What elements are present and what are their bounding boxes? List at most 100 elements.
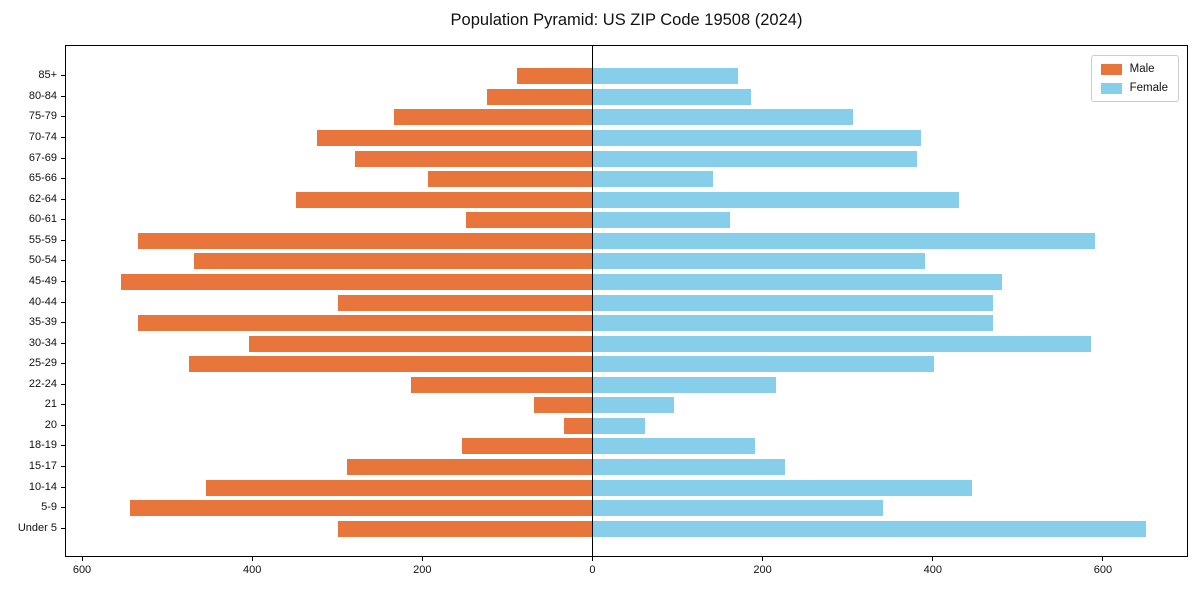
x-tick-mark	[762, 557, 764, 561]
y-tick-label: 55-59	[28, 233, 57, 246]
x-tick-label: 400	[923, 564, 942, 576]
chart-title: Population Pyramid: US ZIP Code 19508 (2…	[450, 11, 803, 29]
female-legend-swatch	[1100, 82, 1122, 94]
male-bar	[248, 335, 594, 352]
female-bar	[593, 150, 917, 167]
y-tick-mark	[61, 466, 65, 468]
female-bar	[593, 376, 777, 393]
female-bar	[593, 315, 994, 332]
legend: Male Female	[1090, 55, 1179, 102]
legend-item-female: Female	[1100, 82, 1168, 94]
y-tick-mark	[61, 322, 65, 324]
y-tick-label: 62-64	[28, 192, 57, 205]
female-bar	[593, 191, 960, 208]
x-tick-mark	[421, 557, 423, 561]
y-tick-label: 22-24	[28, 377, 57, 390]
male-bar	[338, 294, 594, 311]
male-bar	[393, 109, 594, 126]
x-tick-label: 400	[242, 564, 262, 576]
y-tick-label: 50-54	[28, 254, 57, 267]
x-tick-mark	[932, 557, 934, 561]
male-bar	[516, 68, 594, 85]
male-bar	[206, 479, 594, 496]
y-tick-label: 45-49	[28, 274, 57, 287]
y-tick-label: 70-74	[28, 130, 57, 143]
y-tick-mark	[61, 178, 65, 180]
plot-area: Male Female	[65, 45, 1188, 557]
y-tick-mark	[61, 383, 65, 385]
male-bar	[533, 397, 594, 414]
y-tick-mark	[61, 198, 65, 200]
y-tick-mark	[61, 507, 65, 509]
y-tick-label: 10-14	[28, 480, 57, 493]
y-tick-label: 40-44	[28, 295, 57, 308]
female-bar	[593, 294, 994, 311]
y-tick-mark	[61, 301, 65, 303]
male-bar	[427, 171, 594, 188]
male-bar	[138, 315, 594, 332]
female-bar	[593, 109, 853, 126]
y-tick-label: Under 5	[17, 521, 57, 534]
y-tick-mark	[61, 95, 65, 97]
y-tick-mark	[61, 363, 65, 365]
male-bar	[465, 212, 594, 229]
y-tick-label: 30-34	[28, 336, 57, 349]
y-tick-label: 18-19	[28, 439, 57, 452]
y-tick-label: 67-69	[28, 151, 57, 164]
y-tick-label: 75-79	[28, 110, 57, 123]
y-tick-mark	[61, 342, 65, 344]
female-bar	[593, 520, 1147, 537]
legend-label-female: Female	[1129, 82, 1168, 94]
x-tick-mark	[1102, 557, 1104, 561]
female-bar	[593, 335, 1092, 352]
female-bar	[593, 500, 883, 517]
x-tick-label: 0	[589, 564, 596, 576]
female-bar	[593, 479, 973, 496]
male-bar	[346, 459, 594, 476]
male-bar	[461, 438, 594, 455]
male-bar	[295, 191, 594, 208]
male-legend-swatch	[1100, 63, 1122, 75]
female-bar	[593, 171, 713, 188]
y-tick-mark	[61, 404, 65, 406]
y-tick-mark	[61, 136, 65, 138]
y-tick-mark	[61, 116, 65, 118]
y-tick-label: 21	[44, 398, 57, 411]
female-bar	[593, 459, 785, 476]
y-tick-label: 80-84	[28, 89, 57, 102]
female-bar	[593, 417, 645, 434]
y-tick-mark	[61, 157, 65, 159]
y-tick-mark	[61, 280, 65, 282]
male-bar	[410, 376, 594, 393]
x-tick-label: 600	[1093, 564, 1113, 576]
male-bar	[193, 253, 594, 270]
male-bar	[121, 273, 594, 290]
male-bar	[129, 500, 594, 517]
female-bar	[593, 273, 1002, 290]
y-tick-label: 35-39	[28, 316, 57, 329]
female-bar	[593, 397, 675, 414]
male-bar	[487, 88, 594, 105]
y-tick-label: 60-61	[28, 213, 57, 226]
y-tick-label: 25-29	[28, 357, 57, 370]
female-bar	[593, 212, 730, 229]
y-tick-mark	[61, 219, 65, 221]
male-bar	[316, 129, 594, 146]
y-tick-label: 15-17	[28, 460, 57, 473]
y-tick-mark	[61, 239, 65, 241]
female-bar	[593, 129, 921, 146]
male-bar	[189, 356, 594, 373]
y-tick-mark	[61, 527, 65, 529]
y-tick-mark	[61, 445, 65, 447]
x-tick-label: 600	[72, 564, 92, 576]
x-tick-mark	[251, 557, 253, 561]
y-tick-mark	[61, 75, 65, 77]
female-bar	[593, 356, 934, 373]
female-bar	[593, 438, 756, 455]
y-tick-label: 20	[44, 418, 57, 431]
y-tick-label: 5-9	[41, 501, 57, 514]
y-tick-mark	[61, 260, 65, 262]
x-tick-mark	[81, 557, 83, 561]
y-tick-mark	[61, 424, 65, 426]
y-tick-label: 85+	[38, 69, 57, 82]
